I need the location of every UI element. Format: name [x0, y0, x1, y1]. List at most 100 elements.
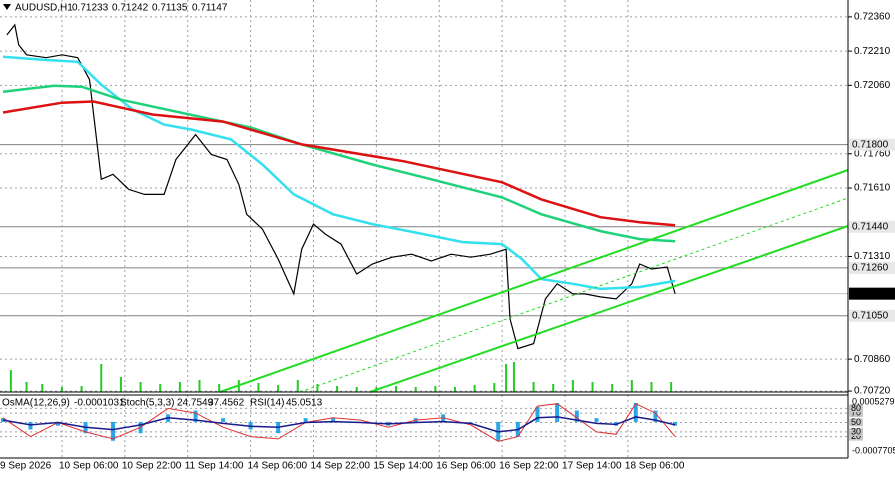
x-tick-label: 16 Sep 22:00: [499, 461, 559, 472]
osma-bar: [303, 418, 308, 422]
y-tick-label: 0.71760: [854, 148, 891, 159]
chart-title: AUDUSD,H1: [15, 3, 73, 14]
volume-bar: [512, 362, 515, 392]
osma-bar: [535, 406, 540, 422]
x-tick-label: 15 Sep 14:00: [373, 461, 433, 472]
y-tick-label: 0.72060: [854, 80, 891, 91]
y-tick-label: 0.70860: [854, 354, 891, 365]
volume-bar: [630, 380, 633, 392]
volume-bar: [41, 384, 44, 392]
volume-bar: [100, 364, 103, 392]
osc-label: 45.0513: [286, 398, 323, 409]
volume-bar: [453, 387, 456, 392]
volume-bar: [296, 380, 299, 392]
osc-level-tag: [849, 427, 863, 436]
volume-bar: [591, 382, 594, 392]
volume-bar: [670, 382, 673, 392]
osc-label: Stoch(5,3,3): [120, 398, 174, 409]
osc-level-tag: [849, 418, 863, 427]
volume-bar: [119, 377, 122, 392]
plot-layer: [1, 23, 678, 442]
level-label: 0.71440: [852, 221, 889, 232]
osma-bar: [673, 421, 678, 426]
quote-value: 0.71147: [192, 3, 228, 14]
label-layer: AUDUSD,H1 0.71233 0.71242 0.71135 0.71147 0.7…: [0, 3, 895, 472]
quote-value: 0.71242: [112, 3, 149, 14]
x-tick-label: 9 Sep 2026: [0, 461, 52, 472]
osma-bar: [1, 418, 5, 422]
level-label: 0.71147: [852, 288, 888, 299]
volume-bar: [434, 386, 437, 392]
x-tick-label: 10 Sep 06:00: [59, 461, 119, 472]
volume-bar: [505, 364, 508, 392]
y-tick-label: 0.72360: [854, 12, 891, 23]
level-label: 0.71800: [852, 139, 889, 150]
osc-level-tag: [849, 432, 863, 441]
price-line: [2, 84, 676, 243]
price-line: [6, 23, 676, 350]
level-label: 0.71050: [852, 310, 889, 321]
volume-bar: [355, 387, 358, 392]
volume-bar: [571, 380, 574, 392]
volume-bar: [80, 386, 83, 392]
osma-bar: [193, 410, 198, 422]
osc-label: -0.0001031: [74, 398, 125, 409]
osc-level-label: 80: [851, 403, 861, 413]
x-tick-label: 16 Sep 06:00: [436, 461, 496, 472]
level-tag: [849, 309, 895, 322]
price-line: [2, 100, 676, 227]
osma-bar: [653, 410, 658, 422]
rsi-line: [2, 416, 676, 433]
osma-bar: [331, 418, 336, 422]
price-line: [2, 55, 676, 291]
level-tag: [849, 261, 895, 274]
osc-level-tag: [849, 404, 863, 413]
channel-lower: [369, 225, 849, 393]
volume-bar: [336, 386, 339, 392]
osma-scale-label: 0.0005279: [852, 396, 895, 406]
volume-bar: [414, 387, 417, 392]
y-tick-label: 0.71610: [854, 183, 891, 194]
grid-layer: [0, 0, 848, 458]
x-tick-label: 14 Sep 22:00: [310, 461, 370, 472]
osc-level-label: 20: [851, 431, 861, 441]
volume-bar: [532, 382, 535, 392]
osma-bar: [56, 421, 61, 426]
volume-bar: [316, 384, 319, 392]
volume-bar: [198, 380, 201, 392]
volume-bar: [159, 384, 162, 392]
osc-level-label: 30: [851, 426, 861, 436]
x-tick-label: 11 Sep 14:00: [185, 461, 244, 472]
osc-label: 24.7549: [177, 398, 214, 409]
x-tick-label: 10 Sep 22:00: [122, 461, 182, 472]
osc-label: RSI(14): [250, 398, 284, 409]
level-tag: [849, 138, 895, 151]
volume-bar: [552, 384, 555, 392]
y-tick-label: 0.72210: [854, 46, 891, 57]
osc-label: OsMA(12,26,9): [2, 398, 70, 409]
osma-bar: [555, 403, 560, 422]
volume-bar: [650, 382, 653, 392]
x-tick-label: 17 Sep 14:00: [562, 461, 622, 472]
volume-bar: [139, 382, 142, 392]
volume-bar: [257, 383, 260, 392]
osc-level-label: 50: [851, 417, 861, 427]
osma-bar: [221, 418, 226, 422]
volume-bar: [25, 382, 28, 392]
level-label: 0.71260: [852, 263, 889, 274]
channel-upper: [219, 169, 849, 393]
osma-bar: [28, 421, 33, 430]
osc-label: 37.4562: [208, 398, 245, 409]
x-tick-label: 14 Sep 06:00: [248, 461, 308, 472]
menu-icon: [3, 4, 11, 10]
level-tag: [849, 287, 895, 300]
volume-bar: [473, 385, 476, 392]
volume-bar: [60, 387, 63, 392]
osma-bar: [574, 410, 579, 422]
volume-bar: [218, 384, 221, 392]
osma-bar: [633, 403, 638, 422]
osma-bar: [468, 421, 473, 423]
x-tick-label: 18 Sep 06:00: [625, 461, 685, 472]
osma-scale-label: -0.0007705: [852, 445, 895, 455]
